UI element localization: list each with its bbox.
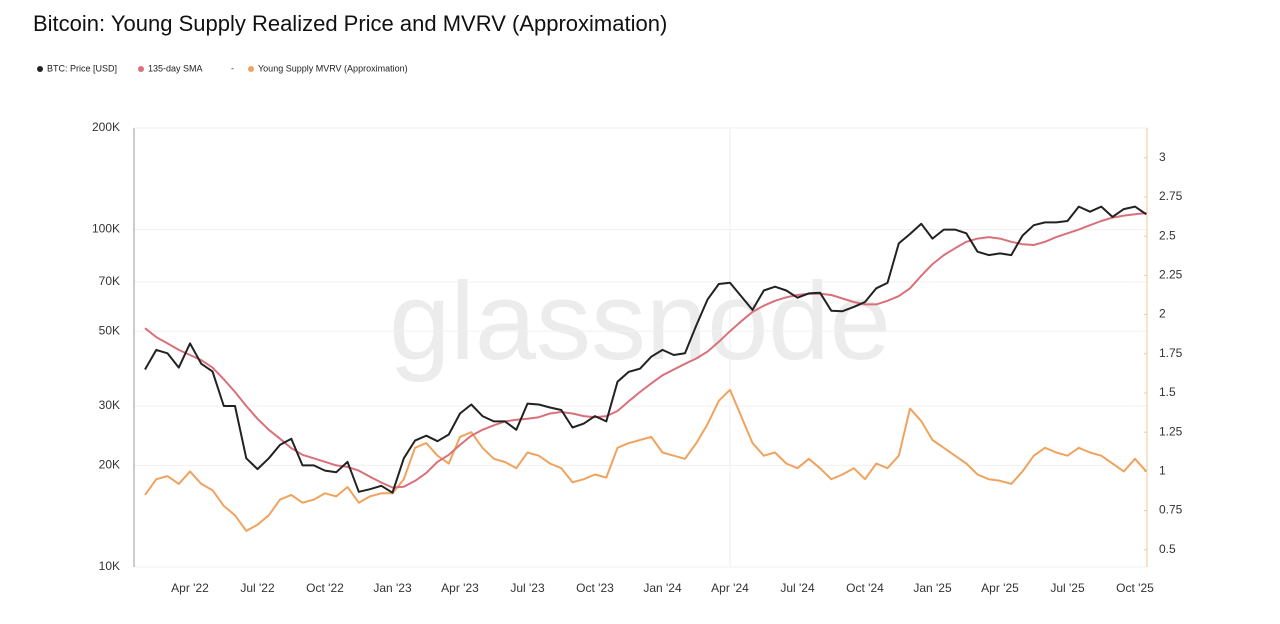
- x-tick-label: Apr '23: [441, 581, 479, 595]
- series-line: [144, 212, 1147, 489]
- y-tick-label: 200K: [92, 120, 120, 134]
- y2-tick-label: 2.25: [1159, 268, 1183, 282]
- legend-marker: [37, 66, 43, 72]
- legend-label: 135-day SMA: [148, 63, 203, 73]
- legend-marker: [248, 66, 254, 72]
- x-tick-label: Oct '23: [576, 581, 614, 595]
- x-tick-label: Oct '25: [1116, 581, 1154, 595]
- legend-label: BTC: Price [USD]: [47, 63, 117, 73]
- y2-tick-label: 1.25: [1159, 424, 1183, 438]
- y2-tick-label: 1: [1159, 464, 1166, 478]
- x-tick-label: Oct '24: [846, 581, 884, 595]
- y2-tick-label: 0.5: [1159, 542, 1176, 556]
- x-tick-label: Apr '24: [711, 581, 749, 595]
- y2-tick-label: 3: [1159, 150, 1166, 164]
- x-tick-label: Jan '23: [373, 581, 412, 595]
- x-tick-label: Jan '25: [913, 581, 952, 595]
- y2-tick-label: 0.75: [1159, 503, 1183, 517]
- y2-tick-label: 2: [1159, 307, 1166, 321]
- x-tick-label: Oct '22: [306, 581, 344, 595]
- x-tick-label: Jul '25: [1050, 581, 1085, 595]
- chart-title: Bitcoin: Young Supply Realized Price and…: [33, 11, 667, 36]
- x-tick-label: Jan '24: [643, 581, 682, 595]
- y-tick-label: 100K: [92, 222, 120, 236]
- legend-marker: [138, 66, 144, 72]
- legend-label: Young Supply MVRV (Approximation): [258, 63, 408, 73]
- x-tick-label: Apr '22: [171, 581, 209, 595]
- y2-tick-label: 1.75: [1159, 346, 1183, 360]
- y2-tick-label: 2.5: [1159, 228, 1176, 242]
- x-tick-label: Jul '23: [510, 581, 545, 595]
- y-tick-label: 20K: [99, 458, 120, 472]
- y-tick-label: 30K: [99, 398, 120, 412]
- watermark: glassnode: [389, 260, 891, 383]
- y-tick-label: 50K: [99, 323, 120, 337]
- y2-tick-label: 2.75: [1159, 189, 1183, 203]
- x-tick-label: Jul '24: [780, 581, 815, 595]
- series-line: [144, 388, 1148, 532]
- x-tick-label: Jul '22: [240, 581, 275, 595]
- x-tick-label: Apr '25: [981, 581, 1019, 595]
- series-line: [144, 205, 1147, 494]
- y-tick-label: 70K: [99, 274, 120, 288]
- y-tick-label: 10K: [99, 559, 120, 573]
- y2-tick-label: 1.5: [1159, 385, 1176, 399]
- legend-separator: -: [231, 63, 234, 73]
